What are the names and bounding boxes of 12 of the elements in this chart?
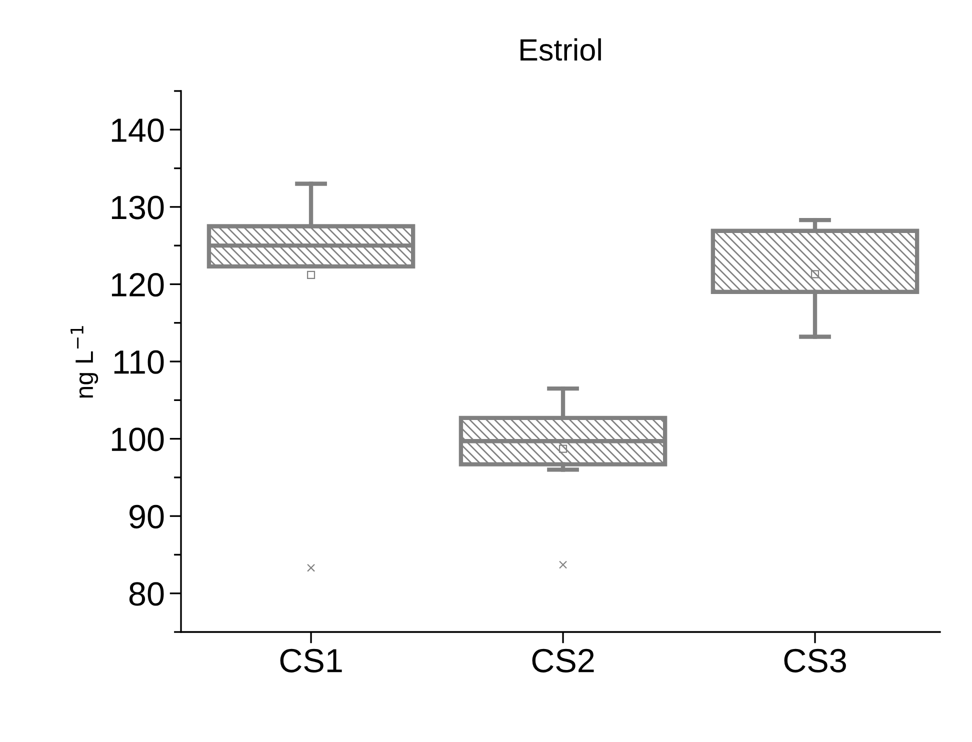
y-tick-label: 140	[112, 118, 164, 142]
y-tick-label: 130	[112, 196, 164, 220]
y-tick-label: 100	[112, 428, 164, 452]
x-tick-label: CS3	[784, 648, 846, 672]
y-tick-label: 90	[130, 504, 164, 528]
x-tick-label: CS2	[532, 648, 594, 672]
y-tick-label: 120	[112, 273, 164, 297]
y-axis-title: ng L$^{−1}$	[70, 326, 98, 398]
y-tick-label: 80	[129, 582, 164, 606]
x-tick-label: CS1	[280, 648, 342, 672]
y-tick-label: 110	[114, 350, 164, 374]
chart-title: Estriol	[520, 38, 601, 61]
